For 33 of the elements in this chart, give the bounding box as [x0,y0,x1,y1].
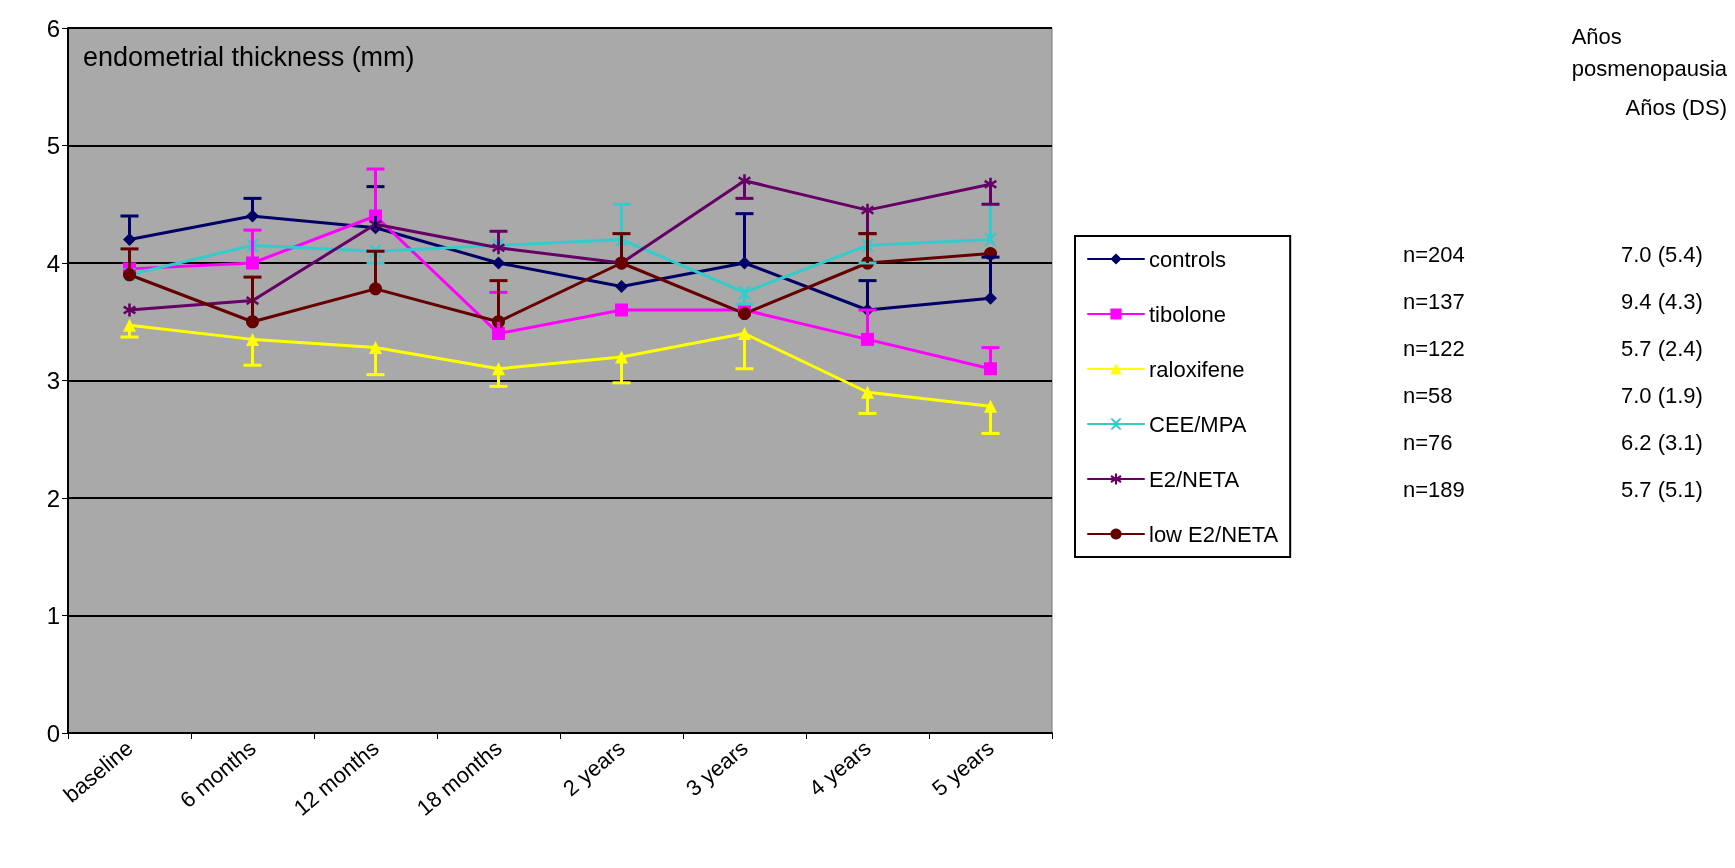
legend-label: CEE/MPA [1149,411,1247,437]
text: Años (DS) [1625,94,1728,120]
point [738,307,751,321]
text: Años posmenopausia [1571,23,1728,81]
y-tick-label: 3 [46,367,60,394]
point [492,256,505,270]
text: 6.2 (3.1) [1621,429,1703,455]
y-tick-label: 5 [46,132,60,159]
text: endometrial thickness (mm) [83,41,415,72]
legend-label: controls [1149,246,1227,272]
y-tick-label: 1 [46,602,60,629]
text: 5.7 (2.4) [1621,335,1703,361]
legend-label: raloxifene [1149,356,1245,382]
point [615,280,628,293]
text: 5.7 (5.1) [1621,476,1703,502]
legend-label: E2/NETA [1149,466,1240,492]
text: n=204 [1403,241,1465,267]
text: n=189 [1403,476,1465,502]
text: 7.0 (5.4) [1621,241,1703,267]
text: n=58 [1403,382,1453,408]
text: 9.4 (4.3) [1621,288,1703,314]
text: n=76 [1403,429,1453,455]
text: n=122 [1403,335,1465,361]
legend-label: low E2/NETA [1149,521,1279,547]
legend-label: tibolone [1149,301,1227,327]
y-tick-label: 4 [46,249,60,277]
y-tick-label: 0 [46,719,60,747]
y-tick-label: 6 [46,14,60,42]
text: 7.0 (1.9) [1621,382,1703,408]
point [123,303,136,317]
text: n=137 [1403,288,1465,314]
y-tick-label: 2 [46,484,60,512]
point [615,303,628,317]
